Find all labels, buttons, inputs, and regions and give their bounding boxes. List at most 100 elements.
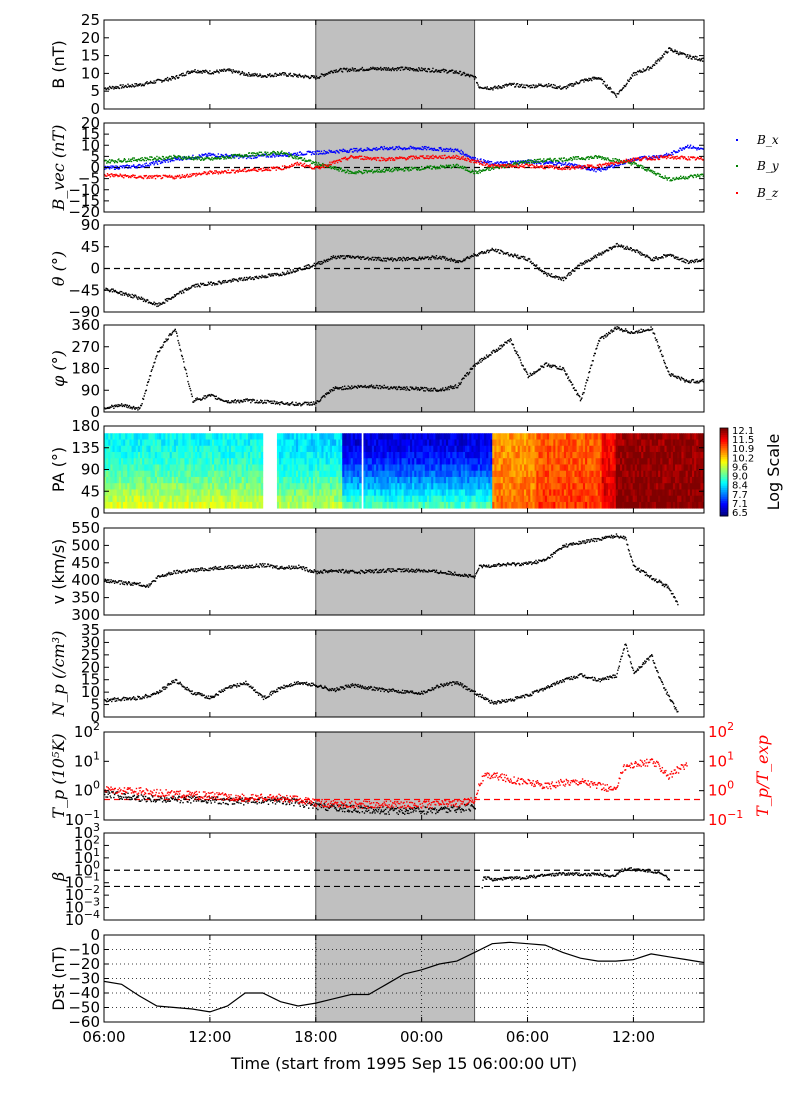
data-point (567, 165, 570, 168)
data-point (543, 162, 546, 164)
data-point (588, 158, 590, 160)
data-point (585, 259, 587, 262)
data-point (281, 73, 283, 75)
data-point (461, 156, 463, 158)
data-point (208, 157, 210, 159)
data-point (442, 165, 444, 167)
data-point (618, 164, 620, 166)
data-point (154, 358, 157, 360)
data-point (151, 156, 153, 159)
data-point (491, 247, 493, 250)
data-point (129, 160, 131, 162)
data-point (166, 76, 169, 79)
data-point (346, 169, 349, 171)
data-point (442, 166, 445, 168)
data-point (445, 257, 448, 260)
data-point (194, 158, 196, 160)
data-point (448, 166, 450, 168)
data-point (420, 388, 423, 390)
data-point (689, 175, 691, 178)
ytick-label: 25 (81, 11, 100, 29)
data-point (675, 178, 677, 180)
data-point (590, 165, 592, 168)
data-point (317, 400, 319, 402)
data-point (249, 169, 251, 172)
data-point (400, 258, 402, 261)
data-point (240, 155, 243, 158)
data-point (433, 256, 436, 258)
data-point (528, 164, 531, 166)
data-point (550, 159, 553, 162)
data-point (656, 60, 659, 62)
data-point (171, 158, 174, 160)
data-point (152, 82, 154, 84)
data-point (345, 150, 347, 152)
data-point (488, 88, 490, 91)
data-point (141, 403, 143, 405)
data-point (491, 163, 493, 166)
data-point (650, 156, 652, 158)
data-point (273, 75, 275, 77)
data-point (408, 258, 411, 260)
data-point (657, 158, 659, 160)
data-point (236, 279, 238, 281)
data-point (167, 297, 169, 300)
data-point (110, 160, 112, 162)
data-point (590, 169, 592, 171)
data-point (653, 156, 655, 159)
data-point (305, 265, 307, 267)
data-point (502, 251, 504, 253)
data-point (481, 359, 484, 362)
data-point (478, 161, 480, 164)
data-point (576, 267, 578, 269)
data-point (373, 170, 376, 172)
data-point (614, 93, 616, 95)
data-point (162, 159, 164, 161)
data-point (319, 167, 321, 170)
data-point (387, 148, 389, 151)
data-point (183, 366, 186, 369)
data-point (518, 166, 520, 169)
data-point (558, 276, 560, 278)
data-point (421, 386, 424, 389)
data-point (474, 365, 476, 367)
data-point (353, 147, 355, 150)
data-point (138, 297, 140, 299)
data-point (569, 163, 572, 165)
data-point (428, 146, 430, 148)
data-point (700, 147, 702, 150)
data-point (135, 167, 137, 169)
data-point (317, 153, 320, 155)
data-point (435, 167, 438, 169)
data-point (612, 163, 615, 165)
data-point (439, 69, 441, 72)
data-point (338, 170, 340, 172)
data-point (413, 147, 416, 149)
data-point (229, 156, 232, 159)
data-point (636, 165, 639, 167)
data-point (142, 177, 144, 179)
data-point (662, 257, 664, 259)
data-point (288, 271, 290, 274)
data-point (227, 155, 229, 157)
data-point (364, 149, 366, 152)
data-point (334, 151, 336, 153)
data-point (288, 153, 291, 155)
data-point (327, 260, 329, 263)
data-point (431, 168, 433, 170)
data-point (492, 163, 495, 165)
data-point (200, 283, 203, 286)
data-point (580, 158, 582, 160)
data-point (197, 283, 199, 285)
data-point (198, 285, 200, 287)
data-point (447, 155, 450, 158)
data-point (407, 168, 409, 170)
data-point (293, 271, 296, 273)
data-point (129, 175, 131, 178)
data-point (245, 155, 247, 157)
data-point (437, 167, 439, 170)
data-point (178, 291, 181, 293)
data-point (509, 254, 512, 256)
data-point (624, 162, 627, 164)
